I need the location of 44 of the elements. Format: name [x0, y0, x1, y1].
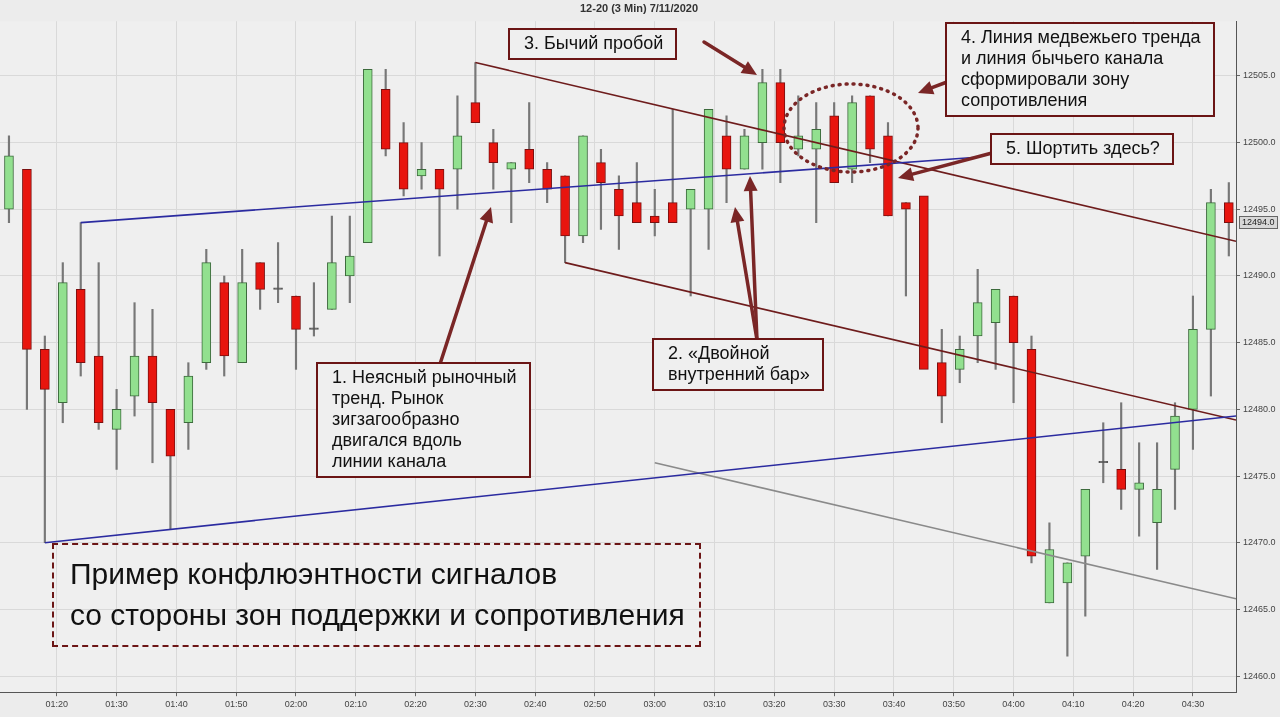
x-tick-label: 02:30: [464, 699, 487, 710]
x-tick-label: 03:00: [643, 699, 667, 710]
chart-title: 12-20 (3 Min) 7/11/2020: [579, 1, 699, 14]
annotation: 4. Линия медвежьего тренда и линия бычьего канала сформировали зону сопротивления: [945, 22, 1215, 117]
x-tick-label: 03:20: [763, 699, 786, 710]
x-tick-label: 01:40: [165, 699, 188, 710]
x-tick-label: 02:50: [583, 699, 607, 710]
x-tick-label: 04:30: [1181, 699, 1205, 710]
x-tick-label: 02:00: [284, 699, 308, 710]
price-tag: 12494.0: [1239, 216, 1278, 230]
annotation: Пример конфлюэнтности сигналов со стороны зон поддержки и сопротивления: [52, 543, 701, 647]
y-tick-label: 12470.0: [1243, 537, 1276, 548]
y-tick-label: 12505.0: [1243, 70, 1276, 81]
y-tick-label: 12475.0: [1243, 470, 1276, 481]
candlestick: [452, 95, 463, 210]
candlestick: [434, 168, 445, 257]
x-tick-label: 02:40: [523, 699, 547, 710]
y-tick-label: 12460.0: [1243, 670, 1276, 681]
annotation: 5. Шортить здесь?: [990, 133, 1174, 165]
x-tick-label: 03:50: [942, 699, 966, 710]
candlestick: [129, 302, 140, 417]
annotation: 3. Бычий пробой: [508, 28, 678, 60]
x-tick-label: 03:30: [822, 699, 846, 710]
x-tick-label: 02:10: [344, 699, 368, 710]
annotation: 2. «Двойной внутренний бар»: [652, 338, 824, 391]
annotation: 1. Неясный рыночный тренд. Рынок зигзагообразно двигался вдоль линии канала: [316, 362, 531, 478]
x-tick-label: 04:10: [1062, 699, 1085, 710]
y-tick-label: 12480.0: [1243, 403, 1276, 414]
x-tick-label: 02:20: [404, 699, 427, 710]
x-tick-label: 04:00: [1002, 699, 1025, 710]
candlestick: [147, 309, 158, 464]
x-tick-label: 01:50: [224, 699, 248, 710]
y-tick-label: 12485.0: [1243, 337, 1276, 348]
candlestick: [273, 242, 283, 303]
y-tick-label: 12465.0: [1243, 603, 1276, 614]
y-tick-label: 12490.0: [1243, 270, 1276, 281]
x-tick-label: 01:30: [105, 699, 128, 710]
x-tick-label: 03:40: [882, 699, 906, 710]
x-tick-label: 04:20: [1121, 699, 1145, 710]
x-tick-label: 03:10: [703, 699, 726, 710]
x-tick-label: 01:20: [45, 699, 69, 710]
y-tick-label: 12495.0: [1243, 203, 1276, 214]
candlestick: [362, 68, 373, 243]
y-tick-label: 12500.0: [1243, 137, 1276, 148]
